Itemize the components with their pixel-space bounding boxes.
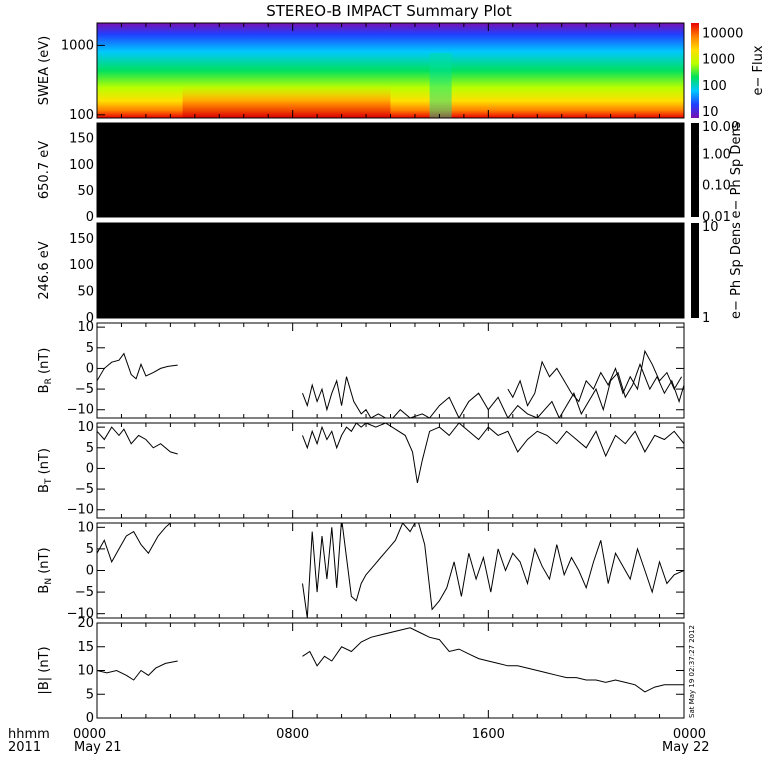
y-axis-label: |B| (nT) <box>37 646 52 694</box>
y-tick-label: 100 <box>69 108 94 123</box>
colorbar-tick-label: 1000 <box>702 53 735 68</box>
footer-date-end: May 22 <box>662 740 710 755</box>
footer-date-start: May 21 <box>74 740 122 755</box>
series-line <box>97 426 178 455</box>
panel-bt: 10 5 0 −5 −10 BT (nT) <box>37 420 685 519</box>
y-tick-label: 0 <box>86 564 94 579</box>
y-tick-label: −5 <box>75 382 94 397</box>
y-tick-label: 100 <box>69 258 94 273</box>
colorbar-phsp-2: 10 1 e− Ph Sp Dens <box>691 220 744 326</box>
panel-br: 10 5 0 −5 −10 BR (nT) <box>37 320 685 419</box>
footer-year: 2011 <box>8 740 41 755</box>
colorbar <box>691 23 699 118</box>
colorbar-tick-label: 10 <box>702 105 719 120</box>
y-axis-label: BN (nT) <box>37 547 54 593</box>
x-tick-label: 1600 <box>472 727 505 742</box>
colorbar-tick-label: 0.01 <box>702 210 731 225</box>
y-tick-label: 15 <box>77 640 94 655</box>
panel-frame <box>96 622 685 719</box>
timestamp-stamp: Sat May 19 02:37:27 2012 <box>688 625 696 718</box>
colorbar-tick-label: 0.10 <box>702 179 731 194</box>
y-tick-label: −5 <box>75 585 94 600</box>
pad-spectrogram <box>96 222 685 319</box>
colorbar-flux: 10000 1000 100 10 e− Flux <box>691 23 766 120</box>
y-tick-label: 10 <box>77 664 94 679</box>
colorbar-label: e− Ph Sp Dens <box>729 121 744 218</box>
y-tick-label: 1000 <box>61 38 94 53</box>
y-tick-label: 0 <box>86 361 94 376</box>
x-tick-label: 0000 <box>73 727 106 742</box>
y-tick-label: 10 <box>77 420 94 435</box>
y-tick-label: 0 <box>86 311 94 326</box>
colorbar <box>691 223 699 318</box>
panel-bmag: 20 15 10 5 0 |B| (nT) <box>37 616 685 726</box>
y-axis-label: 650.7 eV <box>37 141 52 199</box>
y-axis-label: BT (nT) <box>37 448 54 493</box>
y-tick-label: 0 <box>86 461 94 476</box>
y-tick-label: 50 <box>77 184 94 199</box>
swea-high-flux <box>182 23 391 118</box>
colorbar <box>691 123 699 217</box>
y-tick-label: 5 <box>86 687 94 702</box>
y-tick-label: 0 <box>86 210 94 225</box>
series-line <box>97 523 171 564</box>
y-tick-label: −10 <box>67 607 94 622</box>
series-line <box>97 660 178 681</box>
y-tick-label: 10 <box>77 520 94 535</box>
y-axis-label: 246.6 eV <box>37 241 52 299</box>
colorbar-tick-label: 10000 <box>702 26 743 41</box>
swea-dip <box>429 53 452 118</box>
y-tick-label: 150 <box>69 132 94 147</box>
y-tick-label: 5 <box>86 341 94 356</box>
panel-frame <box>96 322 685 419</box>
colorbar-tick-label: 100 <box>702 79 727 94</box>
colorbar-label: e− Ph Sp Dens <box>729 222 744 319</box>
colorbar-tick-label: 1.00 <box>702 147 731 162</box>
colorbar-tick-label: 10 <box>702 220 719 235</box>
y-tick-label: −10 <box>67 403 94 418</box>
y-tick-label: 150 <box>69 232 94 247</box>
colorbar-tick-label: 10.00 <box>702 120 739 135</box>
y-tick-label: −10 <box>67 503 94 518</box>
plot-title: STEREO-B IMPACT Summary Plot <box>266 2 512 20</box>
colorbar-tick-label: 1 <box>702 311 710 326</box>
panel-pad-1: 150 100 50 0 650.7 eV <box>37 122 685 225</box>
panel-bn: 10 5 0 −5 −10 BN (nT) <box>37 520 685 622</box>
x-tick-label: 0000 <box>673 727 706 742</box>
series-line <box>97 352 178 382</box>
panel-frame <box>96 522 685 619</box>
colorbars: 10000 1000 100 10 e− Flux 10.00 1.00 0.10 0.01e−… <box>691 23 766 326</box>
panel-frame <box>96 422 685 519</box>
y-tick-label: −5 <box>75 482 94 497</box>
panel-pad-2: 150 100 50 0 246.6 eV <box>37 222 685 326</box>
series-line <box>507 349 683 407</box>
series-line <box>302 627 684 693</box>
y-tick-label: 100 <box>69 158 94 173</box>
series-line <box>302 523 684 618</box>
y-tick-label: 5 <box>86 542 94 557</box>
y-axis-label: BR (nT) <box>37 348 54 394</box>
y-tick-label: 5 <box>86 441 94 456</box>
panel-swea: 100 1000 SWEA (eV) <box>37 22 685 123</box>
pad-spectrogram <box>96 122 685 218</box>
y-tick-label: 50 <box>77 285 94 300</box>
y-tick-label: 20 <box>77 616 94 631</box>
y-tick-label: 10 <box>77 320 94 335</box>
colorbar-label: e− Flux <box>751 45 766 95</box>
series-line <box>302 423 684 484</box>
series-line <box>302 362 684 418</box>
x-tick-label: 0800 <box>276 727 309 742</box>
y-tick-label: 0 <box>86 711 94 726</box>
y-axis-label: SWEA (eV) <box>37 36 52 105</box>
colorbar-phsp-1: 10.00 1.00 0.10 0.01e− Ph Sp Dens <box>691 120 744 225</box>
footer-hhmm: hhmm <box>8 727 50 742</box>
